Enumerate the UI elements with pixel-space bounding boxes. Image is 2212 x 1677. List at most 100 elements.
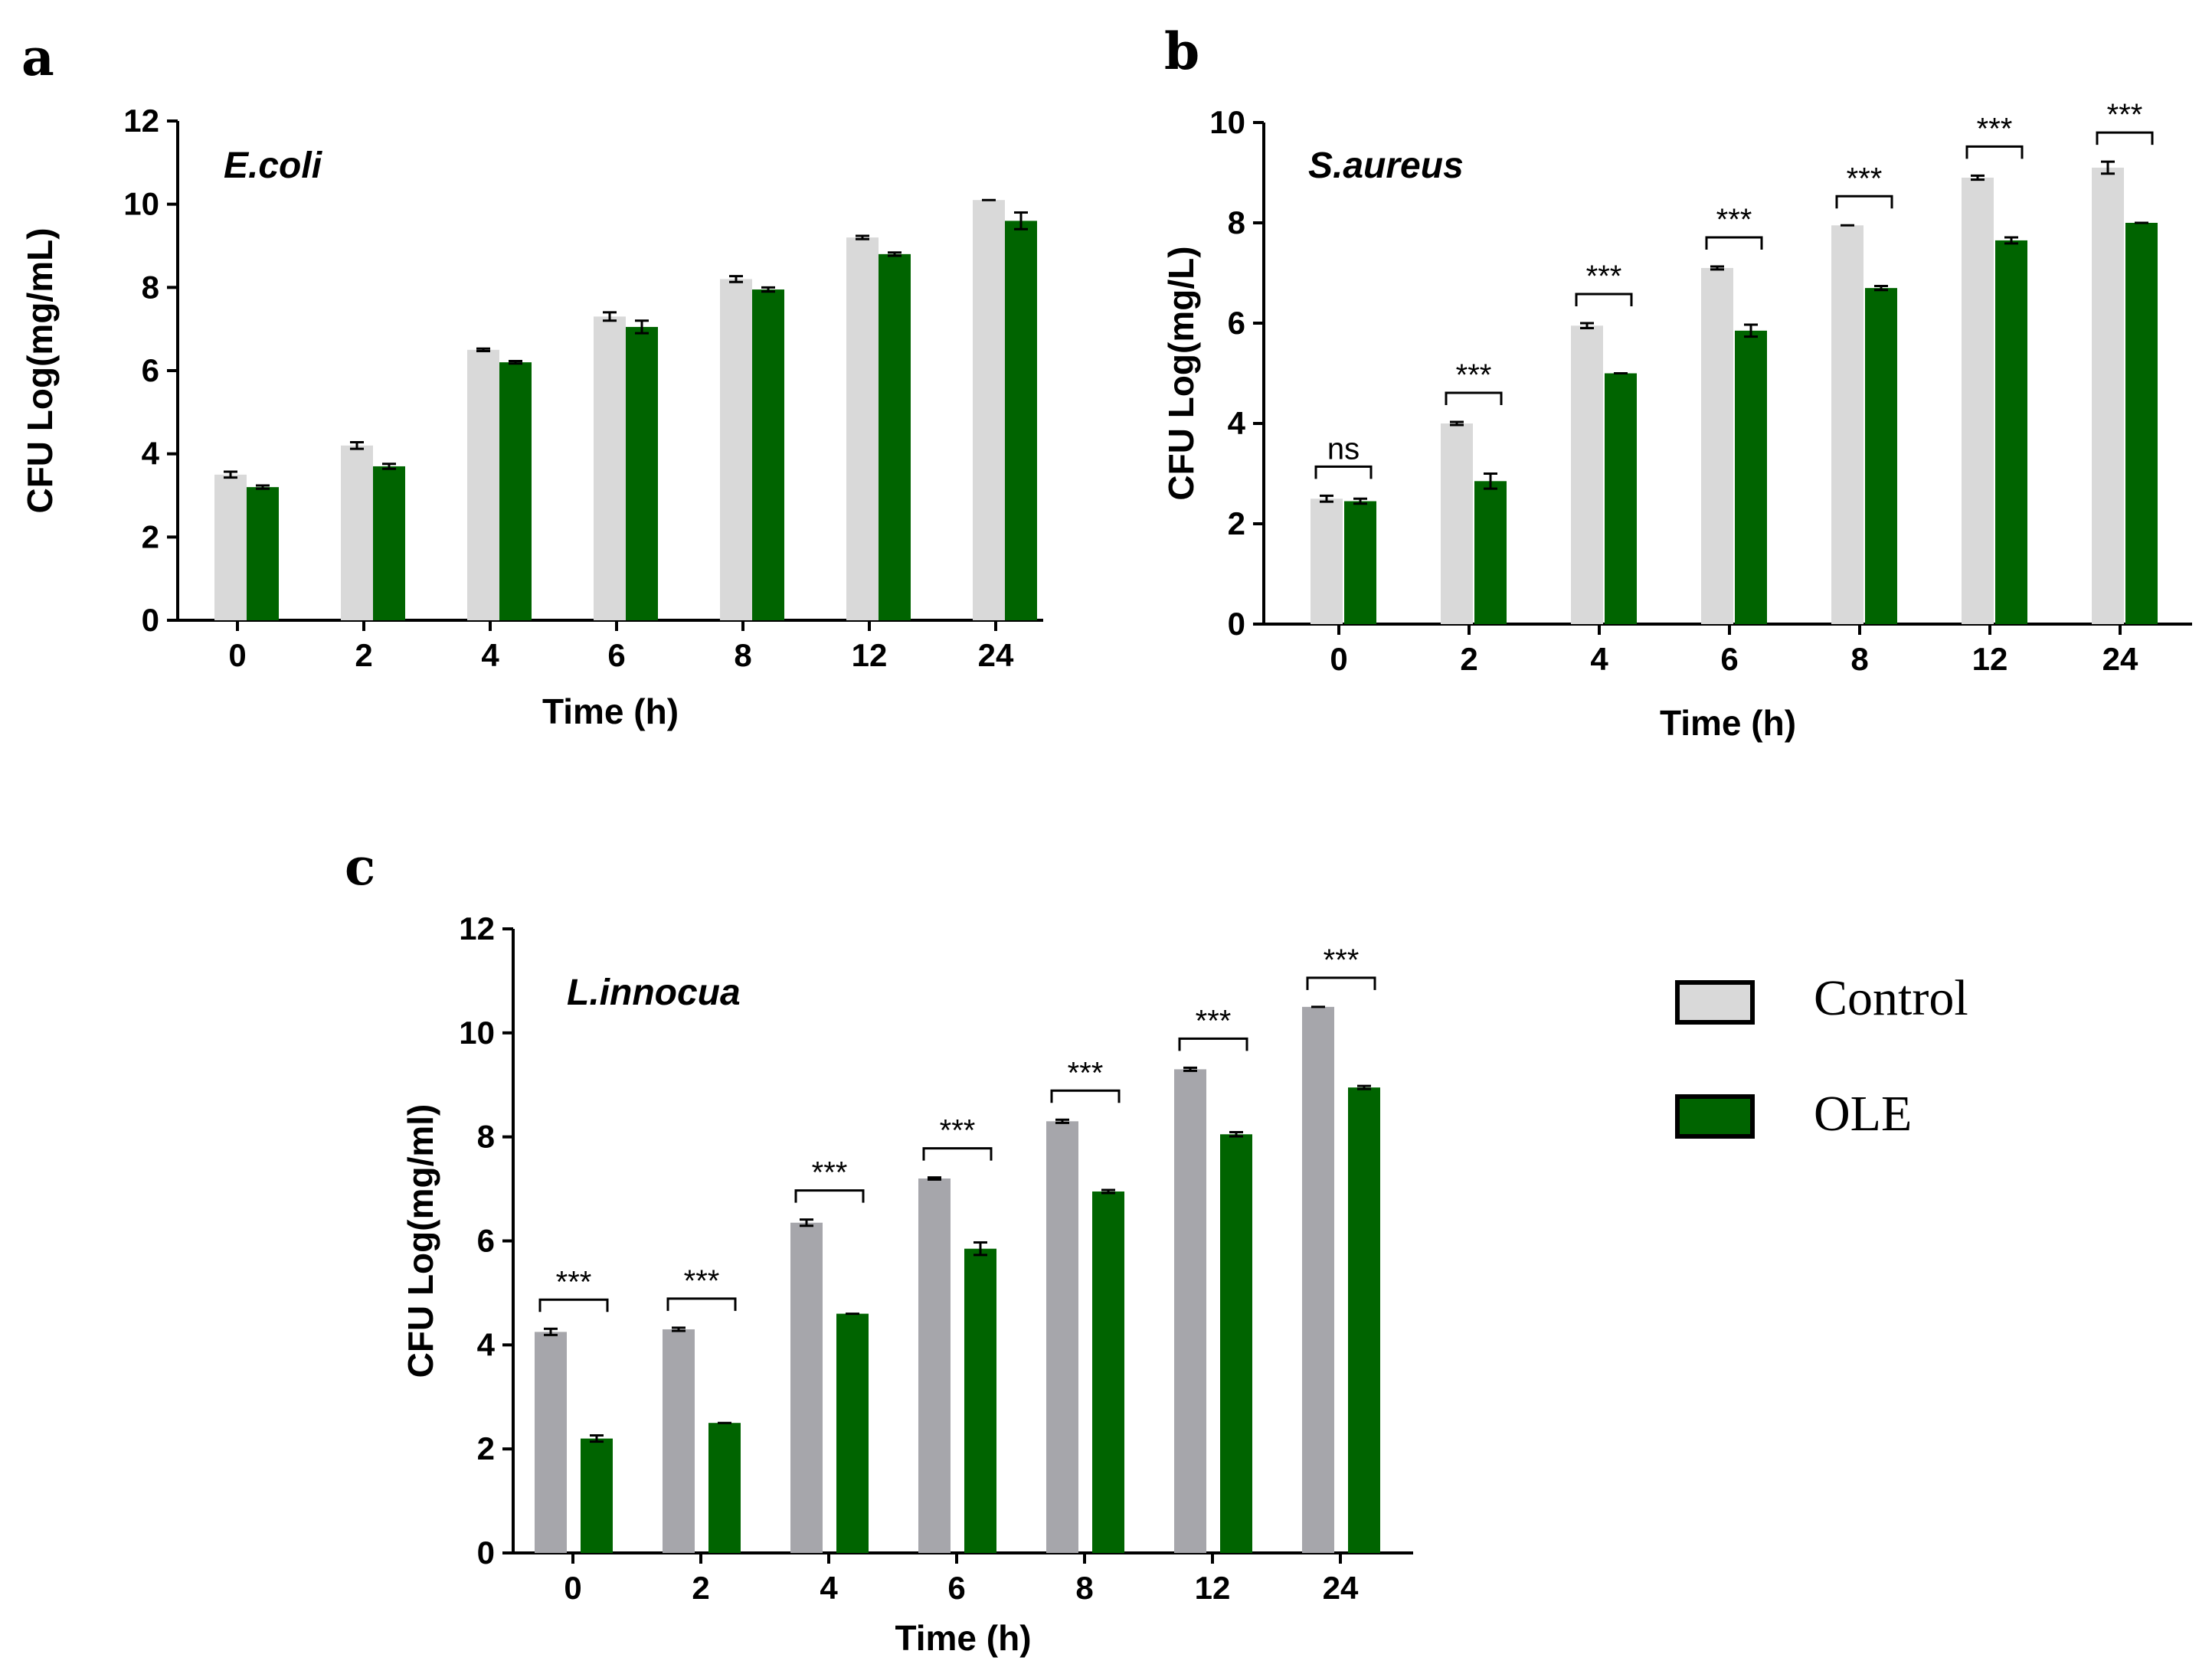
y-tick-label: 12 (123, 103, 159, 139)
y-tick-label: 6 (477, 1223, 495, 1259)
bar-ole (499, 362, 532, 620)
bar-ole (2125, 223, 2158, 624)
significance-label: *** (1324, 943, 1360, 977)
y-tick-label: 0 (477, 1535, 495, 1571)
y-tick-label: 4 (477, 1326, 496, 1362)
significance-label: *** (556, 1265, 592, 1299)
x-tick-label: 2 (692, 1570, 709, 1606)
significance-bracket (1178, 1037, 1248, 1051)
bar-ole (1220, 1134, 1252, 1553)
x-tick-label: 8 (1075, 1570, 1093, 1606)
bar-ole (708, 1423, 741, 1553)
bar-ole (1474, 481, 1507, 624)
significance-bracket (1705, 236, 1763, 250)
bar-control (467, 349, 499, 620)
y-axis-title: CFU Log(mg/L) (1161, 246, 1201, 500)
significance-label: *** (1847, 162, 1883, 195)
legend-label-control: Control (1814, 970, 1968, 1026)
bar-control (1571, 325, 1603, 624)
bar-ole (1092, 1191, 1124, 1553)
y-axis-title: CFU Log(mg/mL) (20, 227, 60, 513)
x-tick-label: 6 (947, 1570, 965, 1606)
y-tick-label: 6 (1228, 305, 1245, 341)
x-tick-label: 12 (1972, 641, 2008, 677)
panel-letter: a (21, 28, 54, 87)
bar-control (663, 1329, 695, 1553)
x-axis-title: Time (h) (1660, 703, 1796, 743)
significance-bracket (1575, 293, 1633, 306)
y-tick-label: 8 (142, 269, 159, 305)
species-label: S.aureus (1308, 145, 1464, 186)
significance-bracket (1445, 391, 1503, 406)
x-tick-label: 4 (820, 1570, 838, 1606)
significance-label: *** (1196, 1004, 1232, 1038)
significance-bracket (538, 1298, 609, 1313)
x-tick-label: 0 (228, 637, 246, 673)
bar-ole (752, 289, 784, 620)
x-tick-label: 8 (734, 637, 751, 673)
y-tick-label: 2 (142, 518, 159, 554)
bar-control (2092, 167, 2124, 624)
significance-bracket (922, 1147, 993, 1161)
x-tick-label: 0 (564, 1570, 581, 1606)
bar-control (1174, 1069, 1206, 1553)
significance-bracket (1306, 976, 1376, 990)
x-tick-label: 24 (1323, 1570, 1359, 1606)
significance-bracket (794, 1189, 865, 1203)
y-tick-label: 12 (459, 910, 495, 946)
significance-bracket (1965, 145, 2024, 159)
x-tick-label: 4 (481, 637, 499, 673)
x-tick-label: 6 (1720, 641, 1738, 677)
x-tick-label: 8 (1850, 641, 1868, 677)
bar-control (918, 1178, 951, 1553)
panel-letter: b (1164, 21, 1199, 81)
bar-control (535, 1332, 567, 1553)
x-tick-label: 4 (1590, 641, 1608, 677)
y-tick-label: 10 (123, 186, 159, 222)
y-tick-label: 0 (1228, 606, 1245, 642)
bar-ole (836, 1313, 869, 1553)
bar-ole (1344, 501, 1376, 624)
y-tick-label: 10 (1209, 104, 1245, 140)
x-tick-label: 0 (1330, 641, 1347, 677)
bar-control (720, 279, 752, 620)
x-tick-label: 12 (1195, 1570, 1231, 1606)
significance-bracket (1314, 465, 1373, 479)
y-tick-label: 2 (477, 1430, 495, 1466)
significance-label: *** (940, 1114, 976, 1148)
x-axis-title: Time (h) (895, 1618, 1031, 1658)
x-axis-title: Time (h) (542, 691, 679, 731)
bar-ole (879, 253, 911, 620)
bar-control (973, 200, 1005, 620)
bar-ole (1735, 330, 1767, 624)
bar-control (341, 445, 373, 620)
y-tick-label: 0 (142, 602, 159, 638)
significance-label: *** (1716, 203, 1752, 237)
significance-label: *** (812, 1156, 848, 1190)
bar-control (1302, 1006, 1334, 1553)
significance-bracket (1835, 195, 1893, 209)
significance-label: *** (1586, 260, 1622, 293)
panel-letter: c (345, 837, 375, 897)
bar-control (1701, 267, 1733, 624)
legend-label-ole: OLE (1814, 1086, 1912, 1142)
x-tick-label: 12 (852, 637, 888, 673)
bar-ole (1865, 288, 1897, 624)
significance-label: *** (1456, 358, 1492, 392)
significance-bracket (2096, 131, 2154, 145)
x-tick-label: 6 (607, 637, 625, 673)
y-tick-label: 8 (1228, 204, 1245, 240)
bar-ole (373, 466, 405, 620)
bar-ole (1005, 221, 1037, 620)
x-tick-label: 2 (1460, 641, 1477, 677)
y-tick-label: 2 (1228, 505, 1245, 541)
species-label: E.coli (224, 145, 323, 186)
significance-label: *** (684, 1264, 720, 1298)
bar-control (846, 237, 879, 620)
y-tick-label: 10 (459, 1015, 495, 1051)
legend-swatch-ole (1675, 1094, 1755, 1139)
bar-ole (1348, 1087, 1380, 1553)
bar-control (1441, 423, 1473, 624)
